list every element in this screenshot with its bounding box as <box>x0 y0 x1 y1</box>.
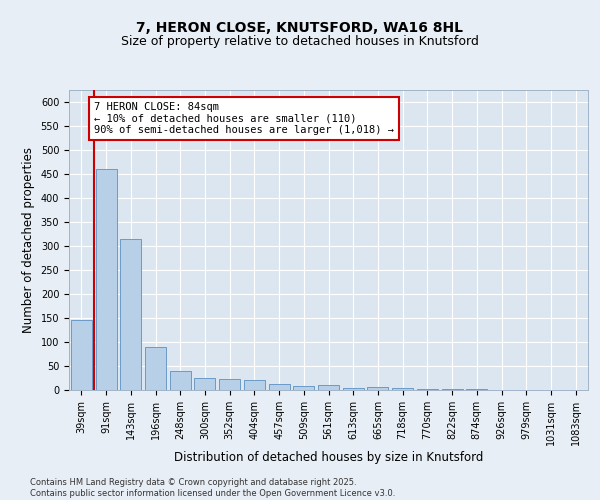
Text: 7 HERON CLOSE: 84sqm
← 10% of detached houses are smaller (110)
90% of semi-deta: 7 HERON CLOSE: 84sqm ← 10% of detached h… <box>94 102 394 135</box>
Bar <box>466 389 487 390</box>
Text: Size of property relative to detached houses in Knutsford: Size of property relative to detached ho… <box>121 34 479 48</box>
Bar <box>194 378 215 390</box>
Bar <box>293 386 314 390</box>
Bar <box>442 389 463 390</box>
Bar <box>244 380 265 390</box>
Bar <box>145 347 166 390</box>
Bar <box>71 320 92 390</box>
Text: Contains HM Land Registry data © Crown copyright and database right 2025.
Contai: Contains HM Land Registry data © Crown c… <box>30 478 395 498</box>
Bar <box>343 388 364 390</box>
Bar <box>367 387 388 390</box>
Y-axis label: Number of detached properties: Number of detached properties <box>22 147 35 333</box>
Bar <box>417 388 438 390</box>
Bar <box>392 388 413 390</box>
X-axis label: Distribution of detached houses by size in Knutsford: Distribution of detached houses by size … <box>174 450 483 464</box>
Bar <box>170 371 191 390</box>
Text: 7, HERON CLOSE, KNUTSFORD, WA16 8HL: 7, HERON CLOSE, KNUTSFORD, WA16 8HL <box>137 20 464 34</box>
Bar <box>120 239 141 390</box>
Bar <box>269 384 290 390</box>
Bar <box>219 380 240 390</box>
Bar <box>318 385 339 390</box>
Bar <box>95 169 116 390</box>
